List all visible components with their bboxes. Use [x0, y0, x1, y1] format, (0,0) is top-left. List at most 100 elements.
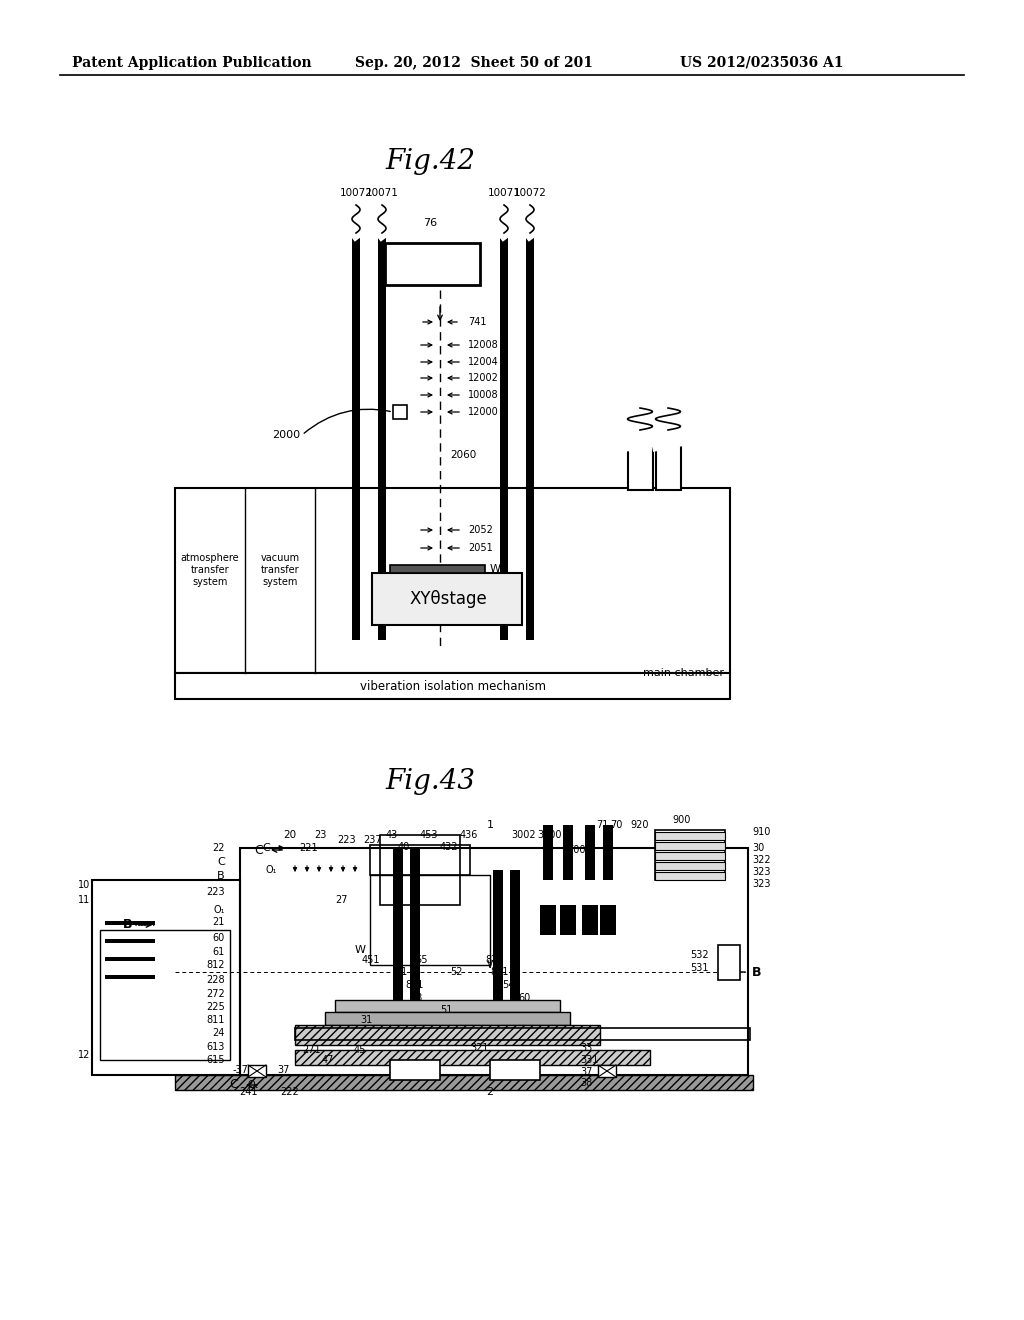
Text: 10072: 10072: [514, 187, 547, 198]
Bar: [380, 836, 460, 906]
Text: 23: 23: [313, 830, 327, 840]
Text: 323: 323: [752, 879, 770, 888]
Text: B: B: [123, 919, 132, 932]
Text: W: W: [490, 564, 501, 574]
Text: 2: 2: [486, 1086, 494, 1097]
Bar: [100, 931, 230, 1060]
Text: 10072: 10072: [340, 187, 373, 198]
Text: 222: 222: [281, 1086, 299, 1097]
Bar: [248, 1065, 266, 1077]
Bar: [500, 234, 508, 640]
Text: 920: 920: [630, 820, 648, 830]
Bar: [372, 573, 522, 624]
Text: viberation isolation mechanism: viberation isolation mechanism: [359, 680, 546, 693]
Bar: [240, 847, 748, 1074]
Text: 12002: 12002: [468, 374, 499, 383]
Bar: [325, 1012, 570, 1026]
Text: 451: 451: [361, 954, 380, 965]
Text: 223: 223: [207, 887, 225, 898]
Bar: [105, 975, 155, 979]
Text: B: B: [217, 871, 225, 880]
Text: 51: 51: [440, 1005, 453, 1015]
Text: 27: 27: [336, 895, 348, 906]
Bar: [410, 847, 420, 1001]
Text: -37: -37: [232, 1065, 248, 1074]
Text: 60: 60: [518, 993, 530, 1003]
Text: 2060: 2060: [450, 450, 476, 459]
Text: 241: 241: [239, 1086, 257, 1097]
Text: 61: 61: [213, 946, 225, 957]
Text: 37: 37: [580, 1067, 592, 1077]
Text: 60: 60: [213, 933, 225, 942]
Text: 2000: 2000: [272, 430, 300, 440]
Text: vacuum
transfer
system: vacuum transfer system: [260, 553, 300, 586]
Text: 10071: 10071: [487, 187, 520, 198]
Text: C: C: [229, 1078, 238, 1092]
Text: 910: 910: [752, 828, 770, 837]
Text: 811: 811: [406, 979, 423, 990]
Bar: [394, 873, 402, 906]
Bar: [105, 921, 155, 925]
Text: C: C: [262, 843, 270, 853]
Text: 54: 54: [502, 979, 514, 990]
Bar: [370, 845, 470, 875]
Bar: [493, 870, 503, 1001]
Bar: [393, 405, 407, 418]
Text: 81: 81: [395, 968, 408, 977]
Bar: [655, 830, 725, 880]
Bar: [295, 1028, 750, 1040]
Text: 22: 22: [213, 843, 225, 853]
Bar: [600, 906, 616, 935]
Bar: [385, 243, 480, 285]
Bar: [585, 825, 595, 880]
Text: 322: 322: [752, 855, 771, 865]
Text: W: W: [487, 960, 498, 970]
Bar: [175, 488, 730, 673]
Text: 812: 812: [207, 960, 225, 970]
Bar: [105, 939, 155, 942]
Text: 2051: 2051: [468, 543, 493, 553]
Text: 1: 1: [486, 820, 494, 830]
Text: 33: 33: [580, 1043, 592, 1053]
Bar: [718, 945, 740, 979]
Text: 47: 47: [322, 1055, 335, 1065]
Text: 37: 37: [278, 1065, 290, 1074]
Bar: [105, 957, 155, 961]
Bar: [510, 870, 520, 1001]
Bar: [92, 880, 240, 1074]
Text: 221: 221: [299, 843, 317, 853]
Text: 2052: 2052: [468, 525, 493, 535]
Bar: [655, 430, 681, 490]
Bar: [393, 847, 403, 1001]
Text: 70: 70: [610, 820, 623, 830]
Text: 87: 87: [485, 954, 498, 965]
Bar: [628, 430, 652, 490]
Text: 7000: 7000: [567, 845, 592, 855]
Text: C: C: [254, 843, 263, 857]
Bar: [655, 862, 725, 870]
Text: 811: 811: [207, 1015, 225, 1026]
Bar: [582, 906, 598, 935]
Text: O₁: O₁: [265, 865, 276, 875]
Text: Patent Application Publication: Patent Application Publication: [72, 55, 311, 70]
Bar: [598, 1065, 616, 1077]
Text: 436: 436: [460, 830, 478, 840]
Text: 453: 453: [420, 830, 438, 840]
Text: Fig.42: Fig.42: [385, 148, 475, 176]
Text: atmosphere
transfer
system: atmosphere transfer system: [180, 553, 240, 586]
Text: 900: 900: [672, 814, 690, 825]
Text: 11: 11: [78, 895, 90, 906]
Text: Sep. 20, 2012  Sheet 50 of 201: Sep. 20, 2012 Sheet 50 of 201: [355, 55, 593, 70]
Bar: [655, 851, 725, 861]
Text: 3000: 3000: [626, 403, 654, 413]
Bar: [335, 1001, 560, 1012]
Text: 228: 228: [207, 975, 225, 985]
Text: 323: 323: [752, 867, 770, 876]
Text: XYθstage: XYθstage: [410, 590, 486, 609]
Text: 531: 531: [690, 964, 709, 973]
Text: O₁: O₁: [248, 1080, 259, 1090]
Text: 871: 871: [490, 968, 509, 977]
Text: 71: 71: [596, 820, 608, 830]
Text: 21: 21: [213, 917, 225, 927]
Bar: [655, 832, 725, 840]
